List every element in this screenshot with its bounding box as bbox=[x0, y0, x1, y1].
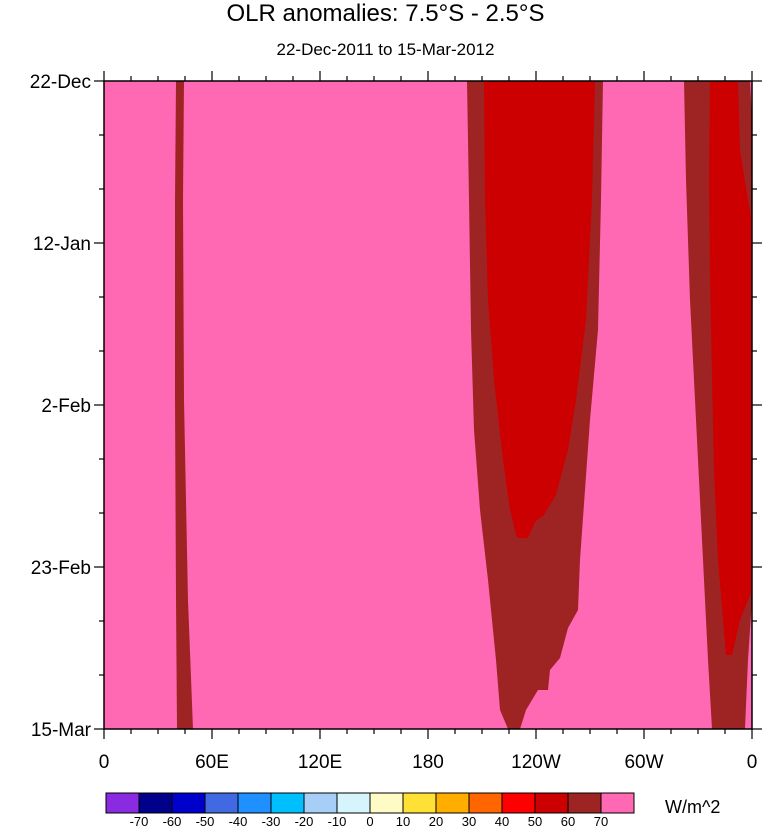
colorbar-label: 60 bbox=[561, 814, 575, 829]
colorbar-swatch bbox=[303, 792, 338, 814]
colorbar-swatch bbox=[567, 792, 602, 814]
colorbar-label: -70 bbox=[130, 814, 149, 829]
y-tick-label: 2-Feb bbox=[41, 396, 91, 417]
colorbar-swatch bbox=[171, 792, 206, 814]
colorbar-label: 0 bbox=[366, 814, 373, 829]
colorbar-swatch bbox=[501, 792, 536, 814]
colorbar-label: 10 bbox=[396, 814, 410, 829]
colorbar-swatch bbox=[270, 792, 305, 814]
colorbar-swatch bbox=[369, 792, 404, 814]
chart-subtitle: 22-Dec-2011 to 15-Mar-2012 bbox=[276, 40, 495, 59]
x-tick-label: 120E bbox=[298, 752, 342, 773]
x-tick-label: 180 bbox=[412, 752, 444, 773]
colorbar-swatch bbox=[534, 792, 569, 814]
colorbar-label: -60 bbox=[163, 814, 182, 829]
plot-area bbox=[103, 80, 753, 730]
x-tick-label: 120W bbox=[511, 752, 561, 773]
colorbar-swatch bbox=[600, 792, 635, 814]
x-tick-label: 0 bbox=[99, 752, 110, 773]
y-tick-label: 15-Mar bbox=[31, 720, 92, 741]
chart-title: OLR anomalies: 7.5°S - 2.5°S bbox=[226, 0, 545, 27]
x-tick-label: 60W bbox=[624, 752, 663, 773]
colorbar-swatch bbox=[105, 792, 140, 814]
y-tick-label: 12-Jan bbox=[33, 234, 91, 255]
colorbar-label: -10 bbox=[328, 814, 347, 829]
colorbar-swatch bbox=[138, 792, 173, 814]
colorbar: -70 -60 -50 -40 -30 -20 -10 0 10 20 30 40 50 60 70 W/m^… bbox=[105, 792, 720, 829]
colorbar-label: 30 bbox=[462, 814, 476, 829]
colorbar-label: 40 bbox=[495, 814, 509, 829]
x-tick-label: 60E bbox=[195, 752, 229, 773]
colorbar-label: -20 bbox=[295, 814, 314, 829]
colorbar-label: -40 bbox=[229, 814, 248, 829]
colorbar-swatch bbox=[237, 792, 272, 814]
colorbar-swatch bbox=[402, 792, 437, 814]
colorbar-label: -30 bbox=[262, 814, 281, 829]
contour-region-45e bbox=[175, 81, 193, 729]
colorbar-label: 50 bbox=[528, 814, 542, 829]
y-tick-label: 22-Dec bbox=[30, 72, 91, 93]
colorbar-swatch bbox=[468, 792, 503, 814]
x-axis: 0 60E 120E 180 120W 60W 0 bbox=[99, 71, 758, 773]
y-tick-label: 23-Feb bbox=[31, 558, 91, 579]
y-axis: 22-Dec 12-Jan 2-Feb 23-Feb 15-Mar bbox=[30, 72, 762, 741]
colorbar-label: 70 bbox=[594, 814, 608, 829]
colorbar-label: -50 bbox=[196, 814, 215, 829]
colorbar-swatch bbox=[204, 792, 239, 814]
colorbar-swatch bbox=[435, 792, 470, 814]
colorbar-label: 20 bbox=[429, 814, 443, 829]
contour-region-pacific-core bbox=[484, 81, 595, 538]
background-fill bbox=[104, 81, 752, 729]
colorbar-swatch bbox=[336, 792, 371, 814]
colorbar-units: W/m^2 bbox=[665, 797, 720, 817]
x-tick-label: 0 bbox=[747, 752, 758, 773]
contour-region-atlantic-core bbox=[709, 81, 752, 655]
